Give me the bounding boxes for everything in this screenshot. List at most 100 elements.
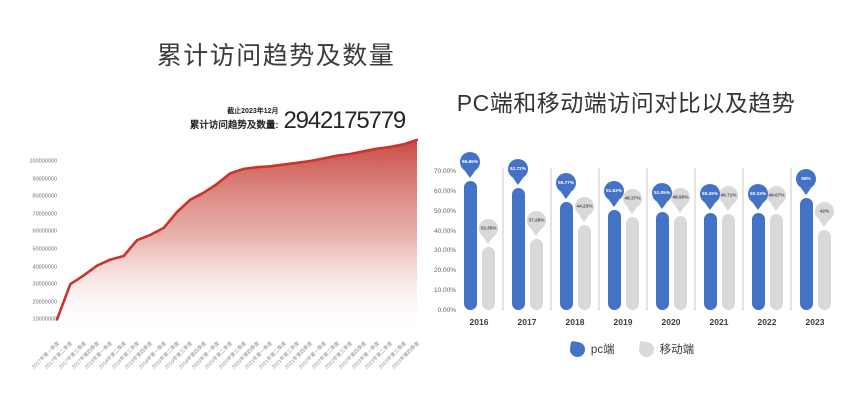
- group-separator: [598, 168, 600, 311]
- kpi-labels: 截止2023年12月 累计访问趋势及数量:: [190, 106, 279, 133]
- percent-axis-label: 40.00%: [433, 226, 456, 235]
- pc-bubble-pointer: [561, 192, 571, 200]
- pc-bubble-pointer: [705, 203, 715, 211]
- pc-bar: [607, 210, 621, 310]
- pc-bar: [559, 202, 573, 310]
- y-axis-label: 20000000: [32, 298, 57, 305]
- pc-value-bubble: 51.05%: [652, 182, 672, 203]
- pc-value-bubble: 62.72%: [508, 159, 528, 180]
- mobile-value-label: 37.28%: [527, 217, 545, 223]
- pc-bar: [799, 197, 813, 310]
- mobile-value-label: 33.35%: [479, 225, 497, 231]
- legend-label-mobile: 移动端: [659, 344, 695, 356]
- mobile-value-bubble: 48.37%: [622, 188, 642, 208]
- pc-bubble-pointer: [657, 201, 667, 209]
- pc-bar: [511, 188, 525, 310]
- mobile-value-bubble: 49.71%: [718, 186, 738, 206]
- pc-value-label: 66.65%: [461, 158, 479, 165]
- pc-value-label: 51.63%: [605, 188, 623, 194]
- lollipop-chart: pc端 移动端 70.00% 60.00% 50.00% 40.00% 30.00% 20.…: [426, 151, 852, 375]
- percent-axis-label: 30.00%: [433, 246, 456, 254]
- pc-bubble-pointer: [465, 170, 475, 178]
- mobile-bar: [625, 216, 639, 310]
- pc-value-label: 50.29%: [701, 191, 719, 197]
- mobile-bar: [673, 215, 687, 310]
- area-chart: 100000000 90000000 80000000 70000000 6000000…: [0, 138, 426, 370]
- kpi-value: 2942175779: [283, 107, 407, 135]
- mobile-value-bubble: 49.67%: [766, 186, 786, 206]
- kpi-date: 截止2023年12月: [227, 108, 279, 115]
- mobile-bubble-pointer: [483, 236, 493, 244]
- y-axis-label: 70000000: [32, 210, 57, 217]
- year-label: 2019: [613, 317, 633, 327]
- mobile-bar: [529, 238, 543, 310]
- kpi-block: 截止2023年12月 累计访问趋势及数量: 2942175779: [40, 106, 407, 135]
- mobile-value-label: 48.37%: [623, 195, 641, 201]
- group-separator: [742, 168, 744, 311]
- y-axis-label: 40000000: [32, 263, 57, 270]
- mobile-value-bubble: 44.23%: [574, 197, 594, 217]
- group-separator: [790, 168, 792, 311]
- year-label: 2016: [469, 317, 489, 327]
- year-label: 2020: [661, 317, 681, 327]
- mobile-bar: [577, 225, 591, 310]
- mobile-value-bubble: 48.95%: [670, 187, 690, 207]
- right-chart-title: PC端和移动端访问对比以及趋势: [456, 90, 796, 116]
- pc-value-label: 55.77%: [557, 180, 575, 186]
- mobile-balloon-icon: [637, 340, 655, 358]
- mobile-value-label: 42%: [819, 208, 829, 214]
- legend-label-pc: pc端: [590, 344, 615, 356]
- mobile-bubble-pointer: [627, 206, 637, 214]
- mobile-value-label: 48.95%: [671, 194, 689, 200]
- mobile-bubble-pointer: [531, 228, 541, 236]
- pc-value-label: 58%: [801, 175, 811, 182]
- pc-value-bubble: 58%: [796, 168, 816, 189]
- area-fill: [57, 139, 417, 337]
- y-axis-label: 10000000: [32, 316, 57, 323]
- pc-bubble-pointer: [513, 178, 523, 186]
- percent-axis-label: 50.00%: [433, 206, 456, 215]
- percent-axis-label: 10.00%: [433, 286, 456, 294]
- mobile-bubble-pointer: [771, 204, 781, 212]
- group-separator: [550, 168, 552, 311]
- pc-value-bubble: 50.29%: [700, 184, 720, 205]
- pc-value-label: 51.05%: [653, 189, 671, 196]
- kpi-metric-label: 累计访问趋势及数量:: [189, 120, 279, 131]
- y-axis-label: 50000000: [32, 246, 57, 252]
- mobile-value-bubble: 33.35%: [478, 218, 498, 238]
- year-label: 2017: [517, 317, 537, 327]
- year-label: 2022: [757, 317, 777, 327]
- pc-value-bubble: 66.65%: [460, 151, 480, 172]
- legend-item-mobile[interactable]: 移动端: [637, 340, 695, 358]
- pc-value-label: 62.72%: [509, 166, 527, 172]
- year-label: 2023: [805, 317, 825, 327]
- mobile-bubble-pointer: [675, 205, 685, 213]
- percent-axis-label: 70.00%: [433, 167, 456, 175]
- pc-bubble-pointer: [609, 200, 619, 208]
- pc-balloon-icon: [568, 340, 586, 358]
- mobile-bar: [817, 229, 831, 310]
- pc-bar: [463, 180, 477, 310]
- mobile-value-label: 49.71%: [719, 192, 737, 199]
- chart-legend: pc端 移动端: [426, 340, 852, 358]
- mobile-bubble-pointer: [819, 219, 829, 227]
- year-label: 2018: [565, 317, 585, 327]
- mobile-bar: [769, 214, 783, 310]
- group-separator: [646, 168, 648, 311]
- pc-value-bubble: 50.33%: [748, 184, 768, 205]
- left-chart-title: 累计访问趋势及数量: [156, 42, 396, 70]
- pc-bar: [703, 213, 717, 310]
- percent-axis-label: 60.00%: [433, 186, 456, 195]
- mobile-bubble-pointer: [579, 215, 589, 223]
- pc-bubble-pointer: [753, 203, 763, 211]
- year-label: 2021: [709, 317, 729, 327]
- mobile-value-bubble: 37.28%: [526, 210, 546, 230]
- y-axis-label: 90000000: [32, 175, 57, 182]
- pc-bar: [655, 211, 669, 310]
- mobile-value-label: 44.23%: [575, 203, 593, 210]
- area-line: [55, 138, 419, 321]
- percent-axis-label: 20.00%: [433, 266, 456, 274]
- y-axis-label: 60000000: [32, 228, 57, 235]
- legend-item-pc[interactable]: pc端: [568, 340, 615, 358]
